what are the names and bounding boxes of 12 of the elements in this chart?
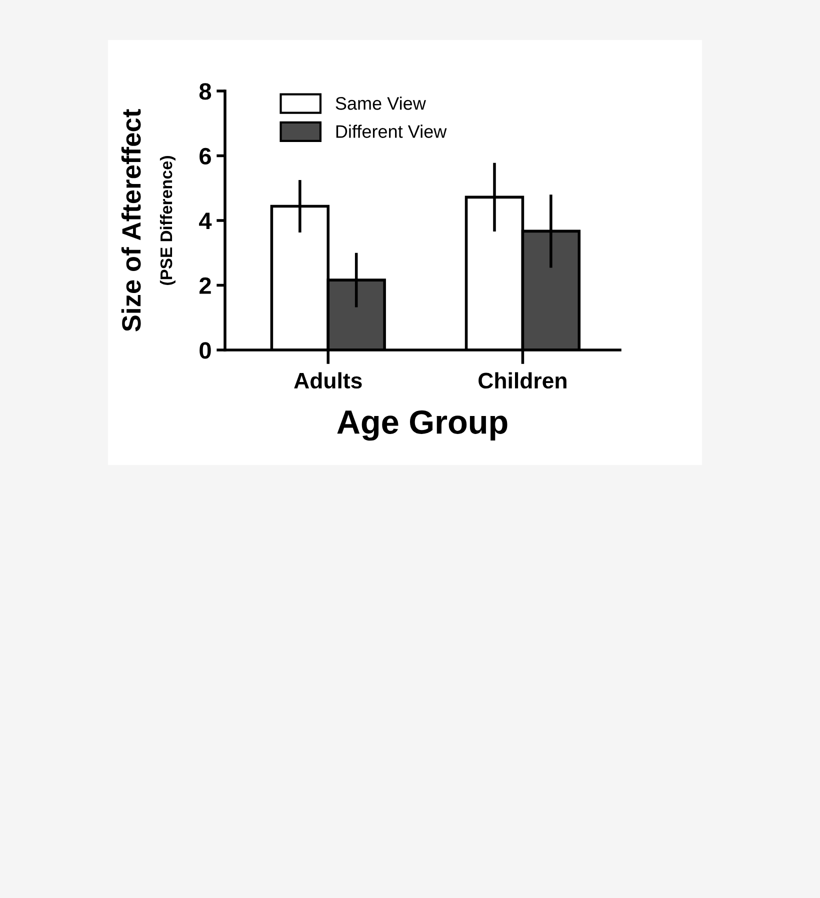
legend-label: Same View [336,96,426,110]
y-tick-label: 0 [200,342,211,359]
y-tick-label: 4 [199,212,212,230]
y-tick-label: 6 [200,148,211,165]
y-tick-label: 8 [199,83,212,100]
x-axis-title: Age Group [337,410,508,441]
x-tick-label: Children [478,372,566,389]
text: (PSE Difference) [160,156,176,285]
y-axis-title: Size of Aftereffect [121,109,141,332]
legend-label: Different View [336,124,447,138]
y-tick-label: 2 [199,277,211,294]
x-tick-label: Adults [294,372,362,389]
